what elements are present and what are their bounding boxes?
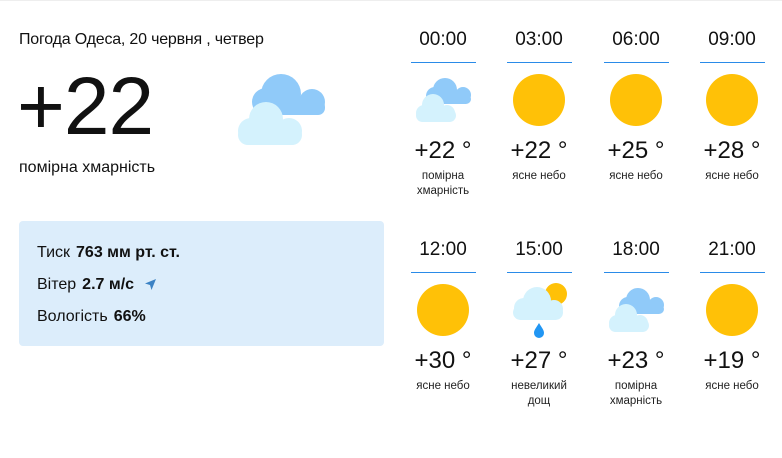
hour-icon (684, 63, 780, 137)
hour-description: невеликий дощ (511, 380, 567, 407)
hour-time: 00:00 (419, 29, 467, 50)
sun-icon (706, 74, 758, 126)
hour-temperature: +22 ° (414, 137, 472, 164)
hour-underline (410, 272, 476, 273)
hourly-forecast-item: 12:00 +30 ° ясне небо (395, 239, 491, 394)
hour-icon (588, 63, 684, 137)
hour-description: ясне небо (705, 170, 759, 182)
light-rain-icon (513, 283, 567, 338)
hour-icon (588, 273, 684, 347)
hour-temperature: +22 ° (510, 137, 568, 164)
hour-temperature: +19 ° (703, 347, 761, 374)
hour-underline (506, 62, 572, 63)
hour-description: помірна хмарність (416, 170, 470, 197)
hour-description: ясне небо (609, 170, 663, 182)
wind-row: Вітер 2.7 м/с (37, 276, 156, 294)
hour-temperature: +25 ° (607, 137, 665, 164)
hourly-forecast-item: 09:00 +28 ° ясне небо (684, 29, 780, 184)
top-divider (0, 0, 782, 1)
hour-underline (603, 62, 669, 63)
hour-time: 06:00 (612, 29, 660, 50)
hourly-forecast-item: 06:00 +25 ° ясне небо (588, 29, 684, 184)
hour-temperature: +28 ° (703, 137, 761, 164)
wind-label: Вітер (37, 276, 77, 293)
hour-temperature: +23 ° (607, 347, 665, 374)
hour-description: ясне небо (416, 380, 470, 392)
hourly-forecast-item: 03:00 +22 ° ясне небо (491, 29, 587, 184)
hour-icon (395, 63, 491, 137)
wind-direction-arrow-icon (144, 279, 156, 290)
partly-cloudy-icon (609, 288, 664, 332)
current-temperature: +22 (17, 61, 154, 152)
partly-cloudy-icon (416, 78, 471, 122)
hour-temperature: +27 ° (510, 347, 568, 374)
hour-time: 21:00 (708, 239, 756, 260)
hour-underline (603, 272, 669, 273)
hour-underline (410, 62, 476, 63)
pressure-row: Тиск 763 мм рт. ст. (37, 244, 180, 262)
hour-description: ясне небо (512, 170, 566, 182)
hour-icon (491, 63, 587, 137)
humidity-value: 66% (113, 308, 146, 325)
partly-cloudy-icon (234, 70, 328, 153)
page-title: Погода Одеса, 20 червня , четвер (19, 31, 264, 48)
hourly-forecast-item: 18:00 +23 ° помірна хмарність (588, 239, 684, 409)
hour-underline (506, 272, 572, 273)
hourly-forecast-item: 00:00 +22 ° помірна хмарність (395, 29, 491, 199)
hour-description: ясне небо (705, 380, 759, 392)
sun-icon (513, 74, 565, 126)
pressure-value: 763 мм рт. ст. (76, 244, 180, 261)
sun-icon (610, 74, 662, 126)
wind-value: 2.7 м/с (82, 276, 135, 293)
hour-icon (684, 273, 780, 347)
hour-icon (395, 273, 491, 347)
details-panel: Тиск 763 мм рт. ст. Вітер 2.7 м/с Вологіст… (19, 221, 384, 346)
sun-icon (706, 284, 758, 336)
hour-description: помірна хмарність (609, 380, 663, 407)
pressure-label: Тиск (37, 244, 71, 261)
current-description: помірна хмарність (19, 159, 156, 176)
hour-time: 09:00 (708, 29, 756, 50)
hour-icon (491, 273, 587, 347)
hour-time: 12:00 (419, 239, 467, 260)
hour-time: 03:00 (515, 29, 563, 50)
hour-time: 15:00 (515, 239, 563, 260)
humidity-label: Вологість (37, 308, 108, 325)
hourly-forecast-item: 15:00 +27 ° невеликий дощ (491, 239, 587, 409)
sun-icon (417, 284, 469, 336)
hour-time: 18:00 (612, 239, 660, 260)
hourly-forecast-item: 21:00 +19 ° ясне небо (684, 239, 780, 394)
hour-temperature: +30 ° (414, 347, 472, 374)
hour-underline (699, 272, 765, 273)
hour-underline (699, 62, 765, 63)
humidity-row: Вологість 66% (37, 308, 146, 326)
